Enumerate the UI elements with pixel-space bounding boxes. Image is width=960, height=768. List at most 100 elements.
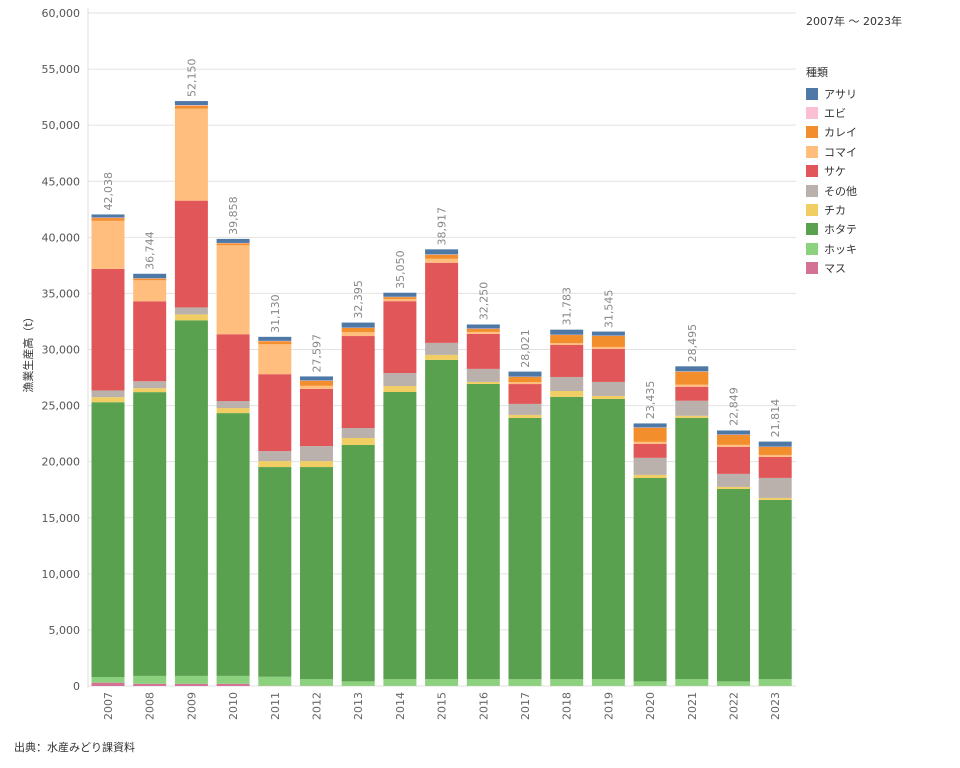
bar-segment (300, 385, 333, 389)
bar-segment (675, 400, 709, 416)
legend-item[interactable]: カレイ (806, 123, 857, 142)
legend-item[interactable]: ホッキ (806, 239, 857, 258)
bar-segment (758, 441, 792, 447)
total-label: 22,849 (728, 387, 741, 426)
bar-segment (91, 214, 125, 218)
bar-segment (300, 679, 333, 686)
legend-title: 種類 (806, 66, 828, 79)
bar-segment (258, 374, 292, 452)
legend-swatch (806, 242, 818, 255)
x-axis-ticks: 2007 2008 2009 2010 2011 2012 2013 2014 2015 2016… (102, 692, 782, 720)
x-tick-label: 2011 (269, 692, 282, 720)
bar-segment (341, 444, 375, 682)
y-tick-label: 35,000 (42, 287, 81, 300)
bar-segment (341, 428, 375, 438)
bar-segment (300, 388, 333, 447)
bar-segment (133, 683, 167, 686)
bar-segment (591, 679, 625, 686)
bar-segment (591, 348, 625, 382)
bar-segment (633, 443, 667, 458)
total-label: 28,021 (519, 329, 532, 368)
legend-item[interactable]: マス (806, 259, 857, 278)
bar-segment (591, 395, 625, 399)
y-tick-label: 10,000 (42, 568, 81, 581)
legend-label: ホッキ (824, 242, 857, 256)
y-tick-label: 40,000 (42, 231, 81, 244)
bar-segment (550, 335, 584, 343)
total-label: 23,435 (644, 381, 657, 420)
legend-swatch (806, 184, 818, 197)
legend-item[interactable]: サケ (806, 162, 857, 181)
bar-segment (216, 238, 250, 243)
legend-item[interactable]: アサリ (806, 84, 857, 103)
bar-segment (466, 331, 500, 334)
bar-segment (550, 345, 584, 377)
bar-segment (300, 376, 333, 381)
bar-segment (508, 384, 542, 404)
legend-label: エビ (824, 107, 846, 121)
legend-item[interactable]: エビ (806, 103, 857, 122)
x-tick-label: 2016 (477, 692, 490, 720)
bars (91, 101, 792, 686)
x-tick-label: 2018 (561, 692, 574, 720)
bar-segment (91, 217, 125, 219)
bar-segment (758, 497, 792, 500)
bar-segment (508, 679, 542, 686)
bar-segment (633, 441, 667, 444)
bar-segment (341, 322, 375, 328)
bar-segment (300, 446, 333, 462)
bar-segment (91, 390, 125, 398)
bar-segment (300, 467, 333, 680)
bar-segment (383, 392, 417, 680)
bar-segment (216, 675, 250, 684)
total-label: 31,130 (269, 294, 282, 333)
total-label: 27,597 (311, 334, 324, 373)
bar-segment (258, 344, 292, 375)
bar-segment (425, 258, 459, 263)
legend-item[interactable]: その他 (806, 181, 857, 200)
bar-segment (341, 437, 375, 445)
legend: 種類 アサリエビカレイコマイサケ その他 チカ ホタテホッキマス (806, 64, 857, 278)
period-label: 2007年 ～ 2023年 (806, 15, 902, 28)
bar-segment (216, 243, 250, 246)
total-label: 31,783 (561, 287, 574, 326)
legend-label: コマイ (824, 145, 857, 159)
bar-segment (133, 280, 167, 302)
bar-segment (300, 461, 333, 468)
bar-segment (341, 681, 375, 686)
legend-item[interactable]: ホタテ (806, 220, 857, 239)
bar-segment (508, 371, 542, 377)
y-tick-label: 30,000 (42, 344, 81, 357)
legend-label: マス (824, 262, 846, 276)
legend-item[interactable]: コマイ (806, 142, 857, 161)
y-axis-title: 漁業生産高（t） (21, 311, 35, 392)
x-tick-label: 2022 (728, 692, 741, 720)
legend-swatch (806, 107, 818, 120)
bar-segment (174, 683, 208, 686)
bar-segment (341, 336, 375, 429)
bar-segment (591, 398, 625, 680)
bar-segment (466, 383, 500, 680)
bar-segment (133, 388, 167, 393)
x-tick-label: 2007 (102, 692, 115, 720)
x-tick-label: 2014 (394, 692, 407, 720)
bar-segment (341, 332, 375, 337)
bar-segment (466, 333, 500, 369)
y-tick-label: 20,000 (42, 456, 81, 469)
legend-swatch (806, 145, 818, 158)
legend-item[interactable]: チカ (806, 200, 857, 219)
bar-segment (174, 200, 208, 308)
x-tick-label: 2012 (311, 692, 324, 720)
bar-segment (758, 477, 792, 498)
bar-segment (591, 331, 625, 336)
bar-segment (425, 359, 459, 680)
y-axis-ticks: 0 5,000 10,000 15,000 20,000 25,000 30,000 35,0… (42, 7, 81, 693)
bar-segment (383, 297, 417, 300)
total-label: 28,495 (686, 324, 699, 363)
bar-segment (300, 380, 333, 386)
bar-segment (425, 679, 459, 686)
legend-label: アサリ (824, 87, 857, 101)
bar-segment (174, 108, 208, 201)
bar-segment (675, 415, 709, 418)
x-tick-label: 2009 (185, 692, 198, 720)
